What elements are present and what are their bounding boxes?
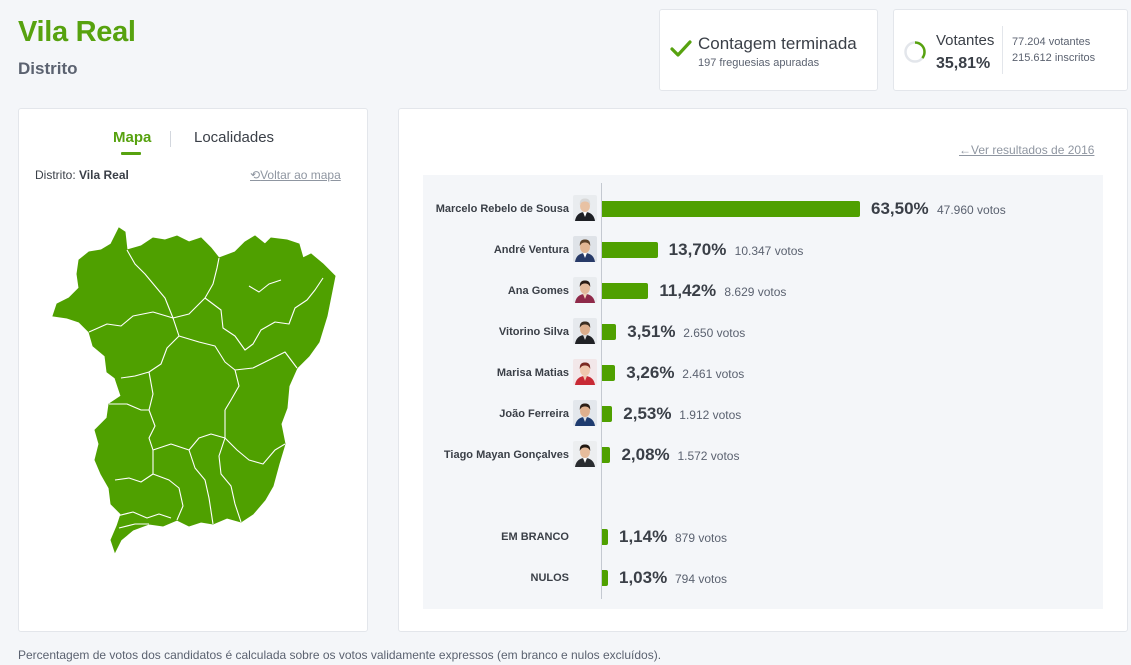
result-bar	[602, 570, 608, 586]
tab-localities[interactable]: Localidades	[194, 129, 275, 146]
result-percent: 63,50%	[871, 199, 929, 218]
results-panel: ←Ver resultados de 2016 Marcelo Rebelo d…	[398, 108, 1128, 632]
district-map[interactable]	[49, 224, 344, 554]
tab-map[interactable]: Mapa	[113, 129, 152, 155]
result-bar	[602, 201, 860, 217]
turnout-ring-icon	[904, 41, 926, 63]
row-label: Marisa Matias	[496, 367, 569, 379]
row-label: Ana Gomes	[507, 285, 569, 297]
back-to-map-link[interactable]: ⟲Voltar ao mapa	[250, 168, 341, 182]
results-chart: Marcelo Rebelo de Sousa 63,50% 47.960 voto…	[423, 175, 1103, 609]
result-percent: 1,14%	[619, 527, 668, 546]
tab-map-label: Mapa	[113, 129, 152, 146]
map-panel: Mapa Localidades Distrito: Vila Real ⟲Vo…	[18, 108, 368, 632]
registered-count: 215.612 inscritos	[1012, 52, 1096, 64]
district-name: Vila Real	[79, 168, 129, 182]
district-label: Distrito:	[35, 168, 76, 182]
result-votes: 1.912 votos	[679, 408, 742, 422]
row-label: João Ferreira	[499, 408, 569, 420]
row-label: Vitorino Silva	[498, 326, 569, 338]
check-icon	[670, 40, 692, 57]
candidate-avatar	[573, 236, 597, 262]
result-bar	[602, 447, 611, 463]
result-bar	[602, 324, 617, 340]
result-percent: 2,08%	[621, 445, 670, 464]
result-bar	[602, 529, 608, 545]
result-votes: 8.629 votos	[724, 285, 787, 299]
candidate-row: Marcelo Rebelo de Sousa 63,50% 47.960 voto…	[423, 189, 1103, 229]
result-bar	[602, 365, 616, 381]
active-tab-indicator	[121, 152, 141, 155]
result-percent: 11,42%	[659, 281, 717, 300]
result-percent: 3,26%	[626, 363, 675, 382]
result-votes: 2.650 votos	[683, 326, 746, 340]
voters-label: Votantes	[936, 32, 995, 49]
result-votes: 2.461 votos	[682, 367, 745, 381]
voters-card: Votantes 35,81% 77.204 votantes 215.612 …	[893, 9, 1128, 91]
status-title: Contagem terminada	[698, 34, 857, 53]
candidate-avatar	[573, 277, 597, 303]
other-votes-row: NULOS 1,03% 794 votos	[423, 558, 1103, 598]
undo-icon: ⟲	[250, 168, 261, 182]
result-percent: 2,53%	[623, 404, 672, 423]
divider	[1002, 26, 1003, 74]
district-shape[interactable]	[52, 227, 336, 554]
candidate-avatar	[573, 195, 597, 221]
district-breadcrumb: Distrito: Vila Real	[35, 168, 129, 182]
footnote: Percentagem de votos dos candidatos é ca…	[18, 648, 662, 662]
back-to-map-label: Voltar ao mapa	[260, 168, 341, 182]
arrow-left-icon: ←	[959, 143, 971, 157]
candidate-row: João Ferreira 2,53% 1.912 votos	[423, 394, 1103, 434]
result-percent: 1,03%	[619, 568, 668, 587]
page-subtitle: Distrito	[18, 59, 78, 78]
result-percent: 13,70%	[668, 240, 727, 259]
candidate-avatar	[573, 441, 597, 467]
row-label: André Ventura	[493, 244, 569, 256]
candidate-row: Tiago Mayan Gonçalves 2,08% 1.572 votos	[423, 435, 1103, 475]
chart-axis	[601, 183, 602, 599]
candidate-row: Vitorino Silva 3,51% 2.650 votos	[423, 312, 1103, 352]
status-subtitle: 197 freguesias apuradas	[698, 57, 820, 69]
result-votes: 1.572 votos	[677, 449, 740, 463]
voters-count: 77.204 votantes	[1012, 36, 1091, 48]
row-label: EM BRANCO	[501, 531, 569, 543]
row-label: Marcelo Rebelo de Sousa	[435, 203, 569, 215]
candidate-row: André Ventura 13,70% 10.347 votos	[423, 230, 1103, 270]
candidate-row: Marisa Matias 3,26% 2.461 votos	[423, 353, 1103, 393]
result-votes: 879 votos	[675, 531, 728, 545]
result-votes: 47.960 votos	[937, 203, 1006, 217]
result-percent: 3,51%	[627, 322, 676, 341]
previous-results-label: Ver resultados de 2016	[971, 143, 1095, 157]
result-votes: 794 votos	[675, 572, 728, 586]
result-bar	[602, 283, 649, 299]
turnout-percent: 35,81%	[936, 55, 991, 72]
candidate-row: Ana Gomes 11,42% 8.629 votos	[423, 271, 1103, 311]
candidate-avatar	[573, 359, 597, 385]
candidate-avatar	[573, 318, 597, 344]
result-bar	[602, 406, 613, 422]
result-bar	[602, 242, 658, 258]
page-title: Vila Real	[18, 16, 136, 48]
row-label: NULOS	[530, 572, 570, 584]
candidate-avatar	[573, 400, 597, 426]
result-votes: 10.347 votos	[734, 244, 804, 258]
previous-results-link[interactable]: ←Ver resultados de 2016	[959, 143, 1094, 157]
other-votes-row: EM BRANCO 1,14% 879 votos	[423, 517, 1103, 557]
count-status-card: Contagem terminada 197 freguesias apurad…	[659, 9, 878, 91]
tab-divider	[170, 131, 171, 147]
row-label: Tiago Mayan Gonçalves	[443, 449, 569, 461]
